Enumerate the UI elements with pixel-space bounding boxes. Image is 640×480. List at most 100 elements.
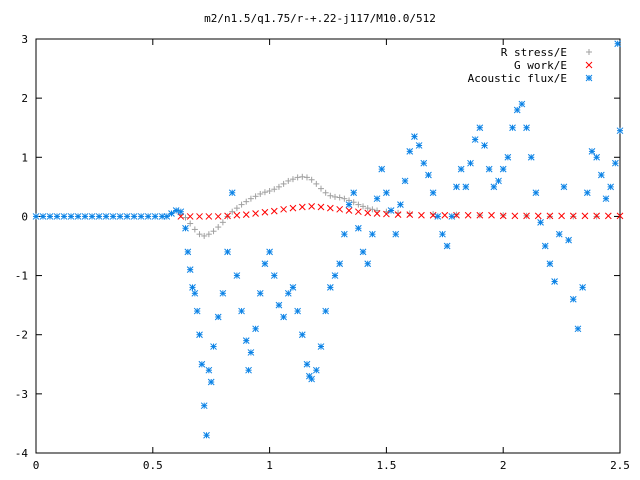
acoustic-flux-point [67,213,75,220]
axes: 0 0.5 1 1.5 2 2.5 -4 -3 -2 -1 0 1 2 3 [15,33,630,472]
acoustic-flux-point [340,230,348,238]
acoustic-flux-point [336,260,344,268]
g-work-point [616,212,624,220]
y-tick-label: -2 [15,329,28,342]
acoustic-flux-point [270,272,278,279]
acoustic-flux-point [364,260,372,268]
y-tick-label: 1 [21,151,28,164]
acoustic-flux-point [588,148,596,155]
r-stress-point [266,187,273,194]
acoustic-flux-point [523,124,530,132]
g-work-point [406,211,414,219]
r-stress-point [285,177,292,184]
acoustic-flux-point [151,213,159,220]
y-tick-label: -3 [15,388,28,401]
g-work-point [534,212,542,220]
acoustic-flux-point [504,153,512,161]
r-stress-point [364,205,371,212]
x-tick-label: 2.5 [610,459,630,472]
acoustic-flux-point [184,248,192,256]
r-stress-point [332,193,339,200]
legend-label: R stress/E [501,46,567,59]
r-stress-point [317,185,324,192]
g-work-point [270,207,278,215]
acoustic-flux-point [425,171,432,179]
g-work-point [214,213,222,220]
g-work-point [261,208,269,216]
r-stress-point [196,231,203,238]
acoustic-flux-point [373,195,381,203]
r-stress-point [261,189,268,196]
g-work-point [205,213,213,220]
acoustic-flux-point [350,189,358,197]
acoustic-flux-point [537,218,544,226]
legend-marker [585,74,593,82]
acoustic-flux-point [532,189,540,197]
acoustic-flux-point [411,133,418,140]
g-work-point [418,211,425,219]
acoustic-flux-point [509,124,516,132]
acoustic-flux-point [303,360,311,368]
acoustic-flux-point [284,289,292,297]
acoustic-flux-point [602,195,610,203]
acoustic-flux-point [177,208,185,216]
acoustic-flux-point [614,40,622,48]
r-stress-point [294,174,301,181]
g-work-point [523,212,530,220]
acoustic-flux-point [46,213,54,220]
acoustic-flux-point [551,278,558,285]
series-r-stress [177,173,600,239]
g-work-point [464,211,472,219]
g-work-point [593,212,600,220]
r-stress-point [275,183,282,190]
acoustic-flux-point [565,236,572,244]
acoustic-flux-point [490,183,498,191]
acoustic-flux-point [611,159,619,167]
g-work-point [488,211,495,219]
acoustic-flux-point [457,165,465,173]
acoustic-flux-point [219,289,227,297]
r-stress-point [341,195,348,202]
g-work-point [373,210,381,217]
acoustic-flux-point [137,213,145,220]
r-stress-point [308,176,315,183]
acoustic-flux-point [448,213,456,220]
acoustic-flux-point [200,402,208,410]
acoustic-flux-point [434,213,442,220]
acoustic-flux-point [123,213,131,220]
r-stress-point [243,198,250,205]
g-work-point [336,205,344,213]
acoustic-flux-point [574,325,582,333]
acoustic-flux-point [555,230,563,238]
acoustic-flux-point [326,284,334,291]
acoustic-flux-point [81,213,89,220]
acoustic-flux-point [415,142,423,149]
g-work-point [546,212,554,220]
r-stress-point [360,203,367,210]
acoustic-flux-point [541,242,549,250]
r-stress-point [299,173,306,180]
acoustic-flux-point [203,431,210,439]
g-work-point [383,210,390,218]
g-work-point [196,213,203,220]
acoustic-flux-point [205,366,213,374]
acoustic-flux-point [289,284,297,291]
acoustic-flux-point [252,325,259,333]
acoustic-flux-point [495,177,502,185]
acoustic-flux-point [322,307,330,315]
g-work-point [252,210,259,217]
acoustic-flux-point [214,313,222,321]
acoustic-flux-point [443,242,451,250]
acoustic-flux-point [130,213,138,220]
acoustic-flux-point [467,159,474,167]
y-tick-label: 3 [21,33,28,46]
acoustic-flux-point [172,207,180,214]
acoustic-flux-point [294,307,301,315]
acoustic-flux-point [597,171,605,179]
x-tick-label: 0 [33,459,40,472]
r-stress-point [280,180,287,187]
acoustic-flux-point [95,213,103,220]
r-stress-point [327,192,334,199]
acoustic-flux-point [439,230,446,238]
r-stress-point [257,190,264,197]
